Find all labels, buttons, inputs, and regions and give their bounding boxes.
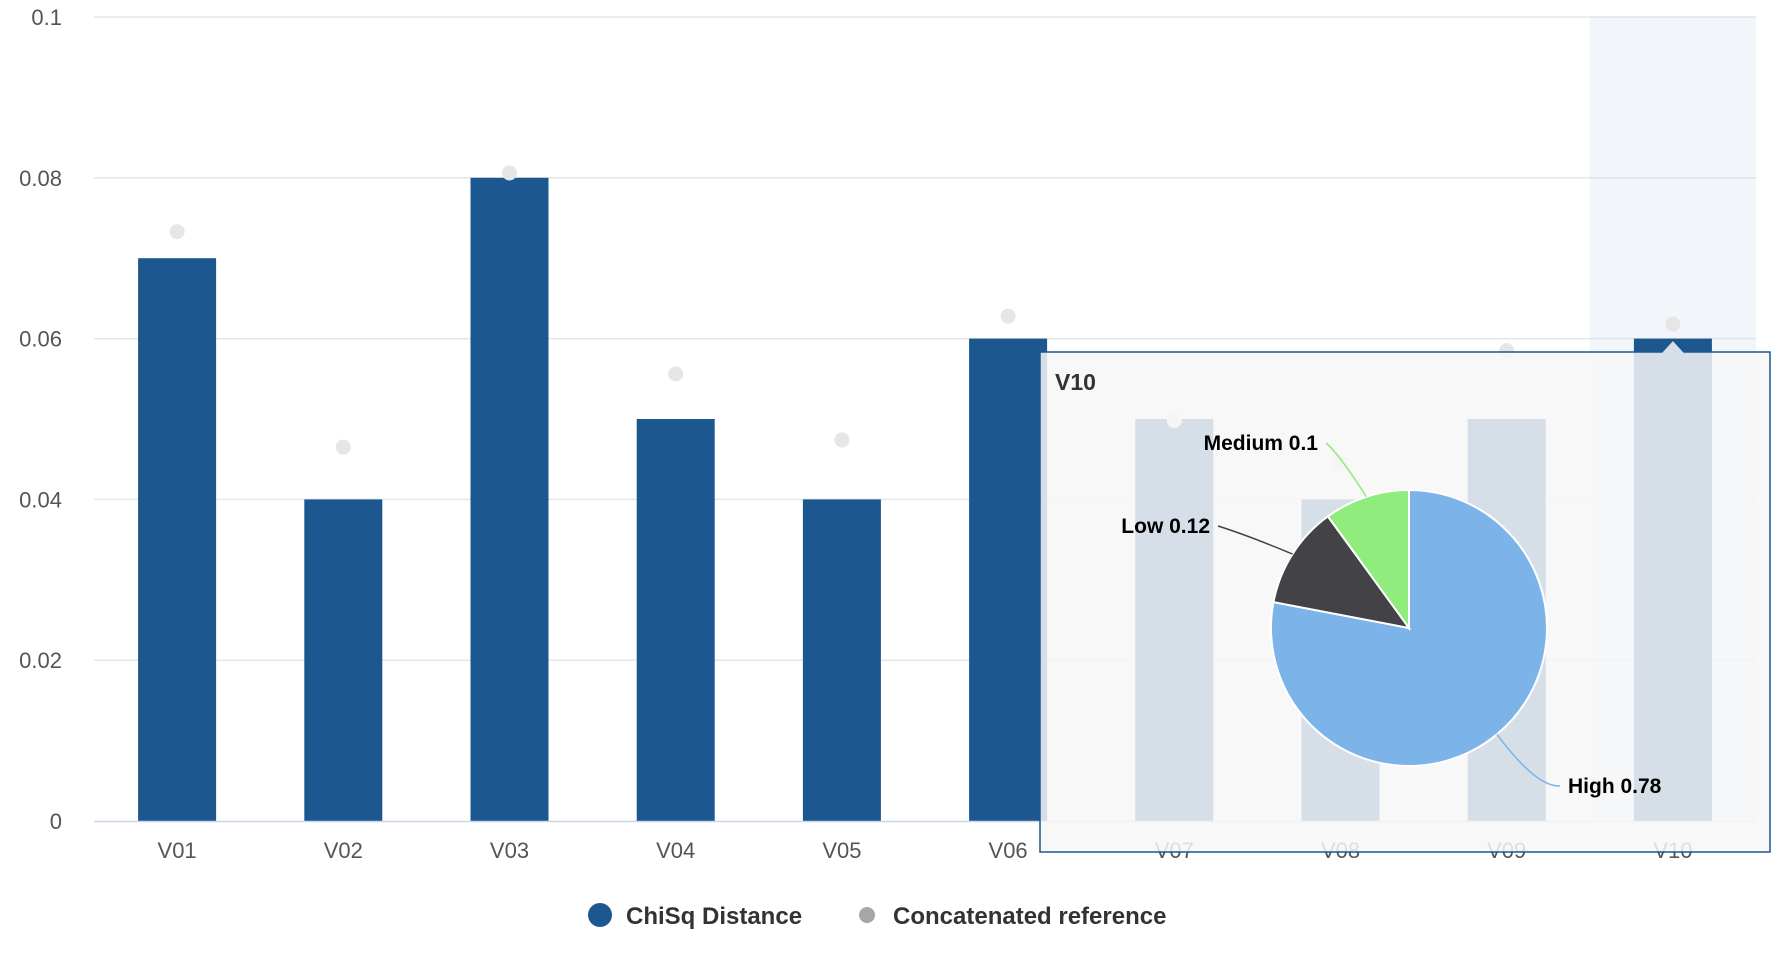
x-tick-label: V05	[822, 838, 861, 863]
pie-data-label: High 0.78	[1568, 775, 1662, 798]
tooltip: V10 High 0.78 Low 0.12 Medium 0.1	[1039, 338, 1771, 853]
pie-slice[interactable]	[1272, 514, 1412, 630]
legend: ChiSq Distance Concatenated reference	[588, 903, 1166, 930]
pie-connector	[1217, 525, 1293, 555]
bar[interactable]	[969, 338, 1048, 821]
data-point[interactable]	[1000, 308, 1016, 324]
bar[interactable]	[304, 499, 383, 821]
legend-marker	[859, 907, 875, 923]
x-tick-label: V04	[656, 838, 695, 863]
y-tick-label: 0.04	[19, 487, 62, 512]
y-tick-label: 0.08	[19, 166, 62, 191]
y-tick-label: 0.02	[19, 648, 62, 673]
pie-connector	[1496, 733, 1561, 787]
data-point[interactable]	[169, 224, 185, 240]
data-point[interactable]	[834, 432, 850, 448]
x-tick-label: V01	[158, 838, 197, 863]
bar[interactable]	[138, 258, 217, 821]
x-tick-label: V03	[490, 838, 529, 863]
legend-marker	[588, 903, 612, 927]
y-tick-label: 0	[50, 809, 62, 834]
legend-label[interactable]: ChiSq Distance	[626, 903, 802, 930]
pie-data-label: Medium 0.1	[1204, 432, 1319, 455]
x-tick-label: V06	[989, 838, 1028, 863]
bar[interactable]	[802, 499, 881, 821]
tooltip-title: V10	[1055, 369, 1096, 395]
data-point[interactable]	[502, 165, 517, 181]
pie-data-label: Low 0.12	[1121, 515, 1210, 538]
data-point[interactable]	[335, 439, 351, 455]
data-point[interactable]	[668, 366, 684, 382]
legend-label[interactable]: Concatenated reference	[893, 903, 1166, 930]
y-axis: 0 0.02 0.04 0.06 0.08 0.1	[19, 5, 62, 834]
y-tick-label: 0.1	[31, 5, 62, 30]
bar[interactable]	[470, 177, 549, 822]
pie-slice[interactable]	[1326, 488, 1410, 632]
pie-connector	[1325, 442, 1367, 498]
data-point[interactable]	[1665, 316, 1681, 332]
y-tick-label: 0.06	[19, 327, 62, 352]
bar[interactable]	[636, 419, 715, 821]
x-tick-label: V02	[324, 838, 363, 863]
